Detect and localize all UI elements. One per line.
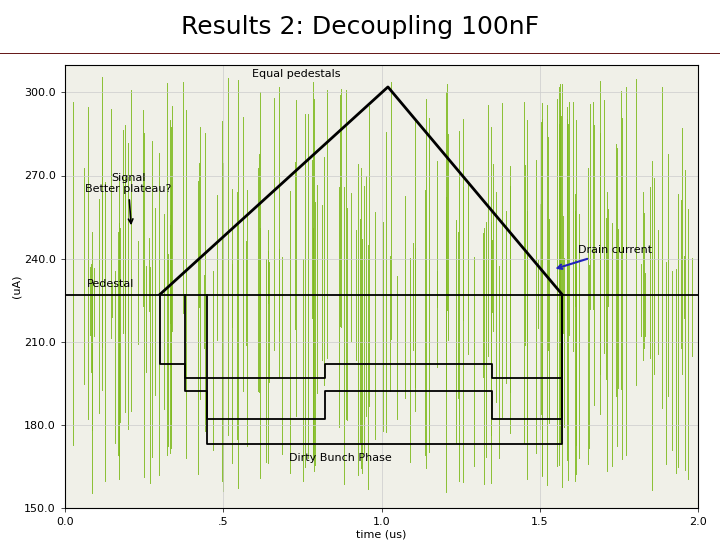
Text: Equal pedestals: Equal pedestals [252, 69, 341, 79]
X-axis label: time (us): time (us) [356, 529, 407, 539]
Text: Results 2: Decoupling 100nF: Results 2: Decoupling 100nF [181, 15, 539, 39]
Text: Signal
Better plateau?: Signal Better plateau? [85, 173, 171, 224]
Text: Dirty Bunch Phase: Dirty Bunch Phase [289, 453, 392, 463]
Y-axis label: (uA): (uA) [11, 274, 21, 298]
Text: Pedestal: Pedestal [87, 279, 135, 289]
Text: Drain current: Drain current [557, 245, 652, 269]
